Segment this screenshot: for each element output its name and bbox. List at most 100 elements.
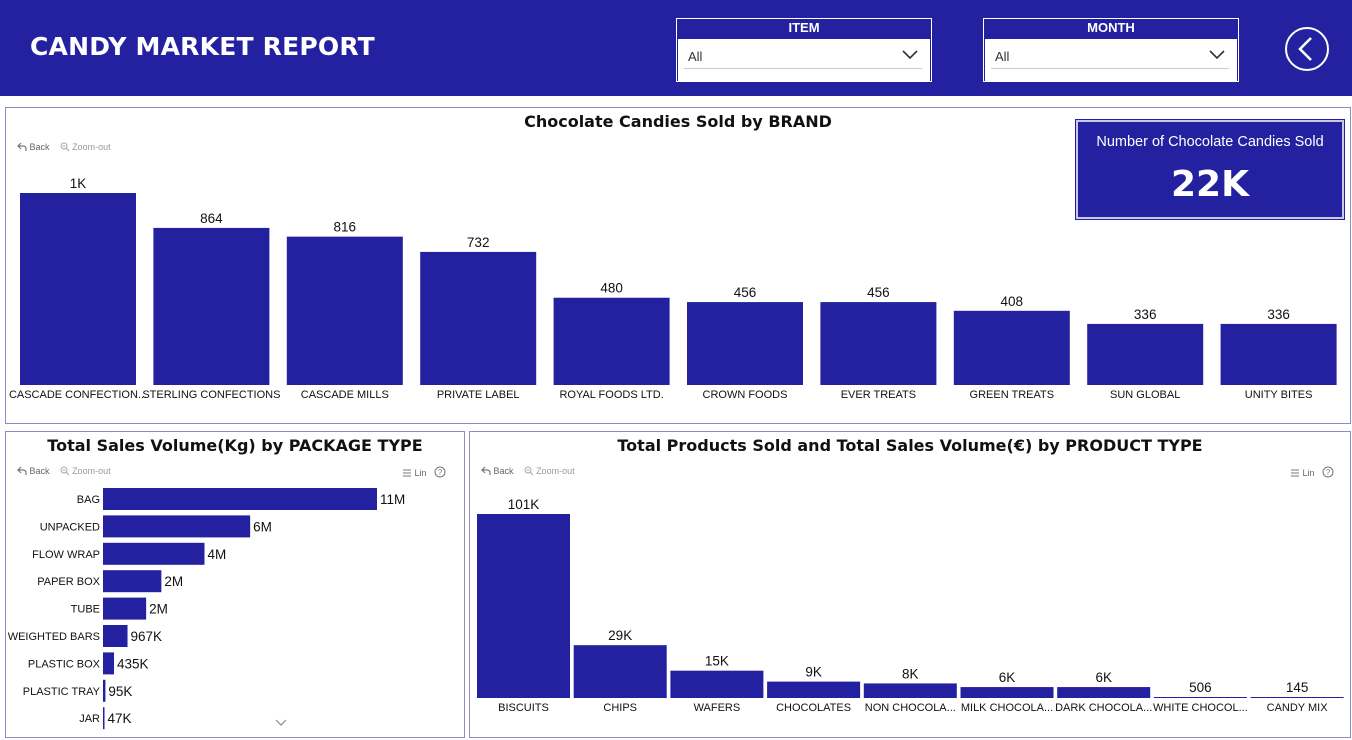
bar — [820, 302, 937, 385]
bar — [153, 227, 270, 385]
item-slicer: ITEM All — [676, 18, 932, 82]
bar — [1220, 323, 1337, 385]
data-label: 145 — [1286, 680, 1309, 695]
svg-text:?: ? — [1326, 468, 1331, 477]
bar — [103, 570, 162, 593]
back-action[interactable]: Back — [17, 466, 50, 476]
category-label: PLASTIC BOX — [28, 658, 101, 670]
category-label: WEIGHTED BARS — [8, 631, 100, 643]
data-label: 6K — [999, 670, 1016, 685]
zoom-out-label: Zoom-out — [536, 466, 575, 476]
category-label: CASCADE CONFECTION... — [9, 389, 147, 401]
bar — [670, 670, 764, 698]
month-slicer-label: MONTH — [1087, 20, 1135, 35]
brand-bar-chart: 1K CASCADE CONFECTION... 864 STERLING CONFE… — [9, 176, 1337, 401]
month-dropdown-underline — [991, 68, 1229, 69]
data-label: 336 — [1134, 307, 1157, 322]
lin-toggle[interactable]: Lin — [402, 468, 427, 478]
report-header: CANDY MARKET REPORT ITEM All MONTH All — [0, 0, 1352, 96]
data-label: 11M — [380, 492, 405, 507]
undo-arrow-icon — [481, 466, 491, 475]
data-label: 95K — [108, 684, 132, 699]
data-label: 864 — [200, 211, 223, 226]
package-chart-panel: Total Sales Volume(Kg) by PACKAGE TYPE B… — [5, 431, 465, 738]
month-dropdown[interactable]: All — [985, 39, 1237, 81]
data-label: 1K — [70, 176, 87, 191]
data-label: 336 — [1267, 307, 1290, 322]
package-chart-toolbar: Back Zoom-out — [17, 466, 111, 476]
chevron-left-icon — [1298, 37, 1312, 61]
bar — [1153, 697, 1247, 698]
list-icon — [1291, 469, 1299, 477]
bar — [1250, 697, 1344, 698]
category-label: MILK CHOCOLA... — [961, 702, 1053, 714]
data-label: 456 — [734, 285, 757, 300]
zoom-out-action[interactable]: Zoom-out — [60, 466, 111, 476]
data-label: 15K — [705, 654, 729, 669]
bar — [103, 652, 115, 675]
data-label: 2M — [164, 574, 183, 589]
data-label: 435K — [117, 656, 149, 671]
undo-arrow-icon — [17, 466, 27, 475]
back-action[interactable]: Back — [481, 466, 514, 476]
category-label: UNPACKED — [40, 521, 100, 533]
list-icon — [403, 469, 411, 477]
svg-text:?: ? — [438, 468, 443, 477]
bar — [103, 679, 106, 702]
data-label: 408 — [1001, 294, 1024, 309]
bar — [103, 515, 251, 538]
category-label: SUN GLOBAL — [1110, 389, 1180, 401]
bar — [1057, 687, 1151, 698]
report-title: CANDY MARKET REPORT — [30, 32, 375, 61]
zoom-out-icon — [524, 466, 533, 476]
data-label: 2M — [149, 602, 168, 617]
help-icon[interactable]: ? — [1322, 466, 1334, 478]
data-label: 29K — [608, 628, 632, 643]
category-label: EVER TREATS — [841, 389, 916, 401]
bar — [767, 681, 861, 698]
lin-label: Lin — [1302, 468, 1315, 478]
undo-arrow-icon — [17, 142, 27, 151]
category-label: CHIPS — [603, 702, 637, 714]
bar — [103, 625, 128, 647]
bar — [477, 514, 570, 698]
data-label: 8K — [902, 666, 919, 681]
product-chart-toolbar: Back Zoom-out — [481, 466, 575, 476]
chevron-down-icon[interactable] — [1209, 48, 1225, 60]
data-label: 47K — [108, 711, 132, 726]
month-dropdown-value: All — [995, 49, 1010, 64]
zoom-out-action[interactable]: Zoom-out — [60, 142, 111, 152]
bar — [573, 645, 667, 698]
bar — [103, 488, 377, 510]
package-chart-options: Lin ? — [402, 466, 446, 478]
item-slicer-label: ITEM — [788, 20, 820, 35]
data-label: 816 — [334, 220, 357, 235]
zoom-out-action[interactable]: Zoom-out — [524, 466, 575, 476]
item-dropdown-value: All — [688, 49, 703, 64]
back-action[interactable]: Back — [17, 142, 50, 152]
category-label: CASCADE MILLS — [301, 389, 389, 401]
back-label: Back — [29, 142, 50, 152]
category-label: DARK CHOCOLA... — [1055, 702, 1152, 714]
product-chart-options: Lin ? — [1290, 466, 1334, 478]
category-label: BAG — [77, 494, 100, 506]
bar — [1087, 323, 1204, 385]
brand-chart-toolbar: Back Zoom-out — [17, 142, 111, 152]
back-navigation-button[interactable] — [1285, 27, 1329, 71]
month-slicer: MONTH All — [983, 18, 1239, 82]
item-dropdown[interactable]: All — [678, 39, 930, 81]
data-label: 967K — [131, 629, 163, 644]
back-label: Back — [493, 466, 514, 476]
category-label: BISCUITS — [498, 702, 549, 714]
category-label: ROYAL FOODS LTD. — [559, 389, 663, 401]
help-icon[interactable]: ? — [434, 466, 446, 478]
chevron-down-icon[interactable] — [902, 48, 918, 60]
bar — [103, 597, 147, 620]
category-label: CHOCOLATES — [776, 702, 851, 714]
zoom-out-label: Zoom-out — [72, 466, 111, 476]
kpi-label: Number of Chocolate Candies Sold — [1096, 134, 1324, 150]
category-label: PLASTIC TRAY — [23, 686, 101, 698]
lin-toggle[interactable]: Lin — [1290, 468, 1315, 478]
scroll-down-icon — [275, 719, 287, 726]
category-label: TUBE — [71, 604, 100, 616]
